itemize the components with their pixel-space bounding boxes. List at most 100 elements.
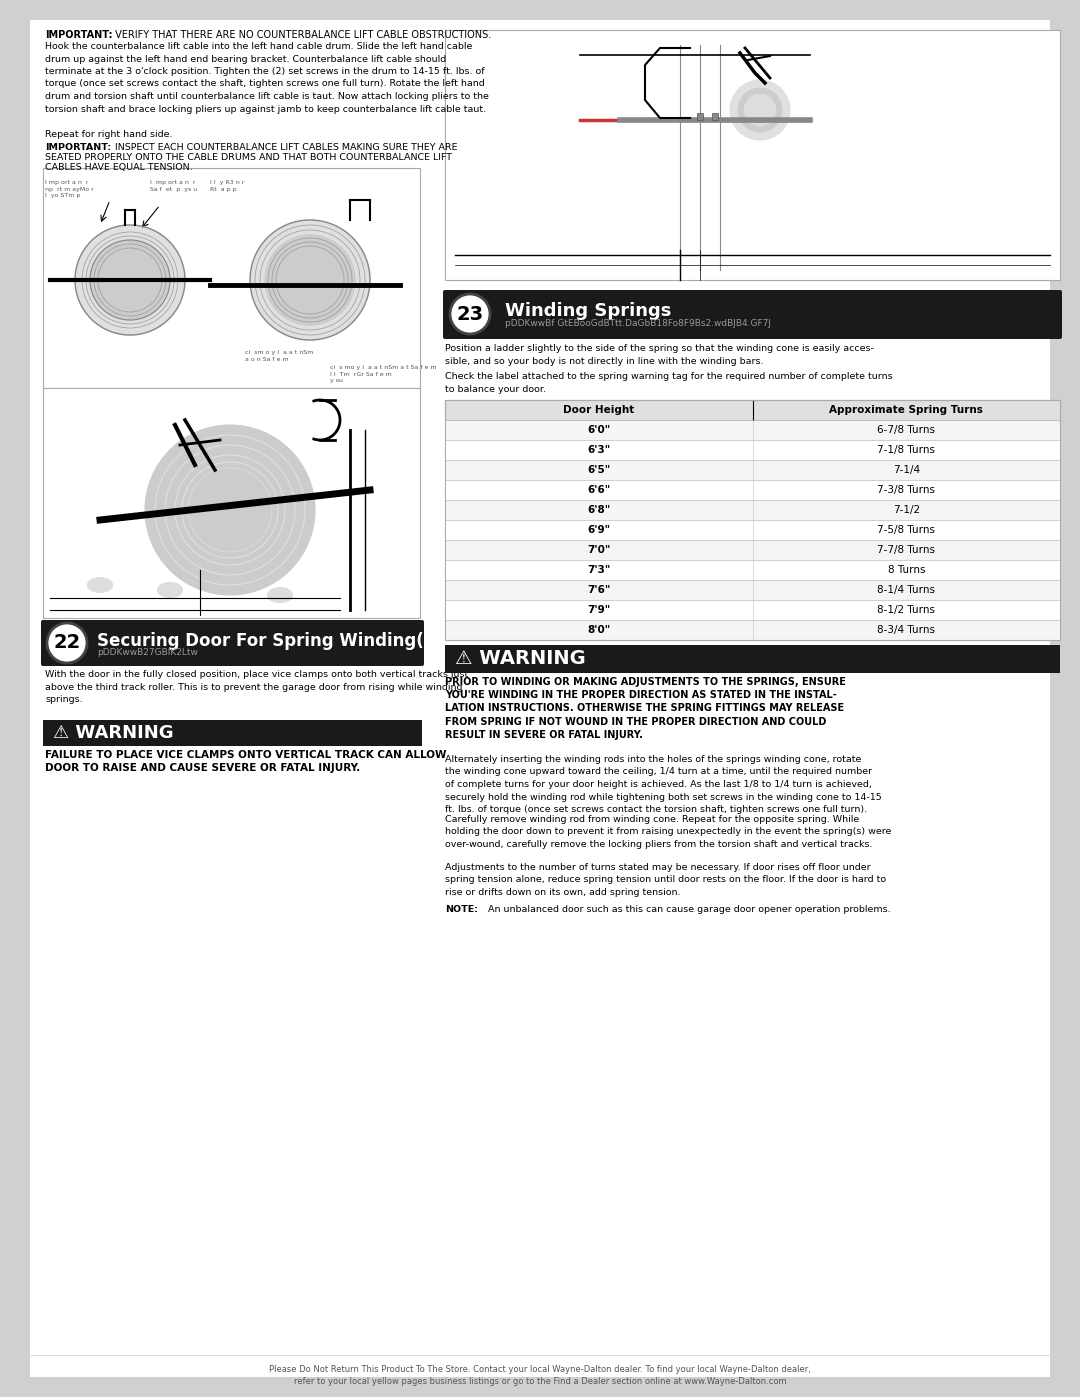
Bar	[445, 400, 1059, 420]
Text: 6'5": 6'5"	[588, 465, 610, 475]
Text: Position a ladder slightly to the side of the spring so that the winding cone is: Position a ladder slightly to the side o…	[445, 344, 874, 366]
Text: An unbalanced door such as this can cause garage door opener operation problems.: An unbalanced door such as this can caus…	[485, 905, 891, 914]
Bar	[697, 113, 703, 120]
Bar	[445, 541, 1059, 560]
Bar	[445, 620, 1059, 640]
Text: CABLES HAVE EQUAL TENSION.: CABLES HAVE EQUAL TENSION.	[45, 163, 192, 172]
Bar	[445, 481, 1059, 500]
Text: I  mp ort a n  r
Sa f  et  p  ys u: I mp ort a n r Sa f et p ys u	[150, 180, 198, 191]
Text: 7-7/8 Turns: 7-7/8 Turns	[877, 545, 935, 555]
Circle shape	[75, 225, 185, 335]
Circle shape	[48, 623, 87, 664]
Bar	[445, 440, 1059, 460]
Text: Winding Springs: Winding Springs	[505, 302, 672, 320]
Bar	[445, 520, 1059, 541]
Text: 6'9": 6'9"	[588, 525, 610, 535]
Bar	[445, 580, 1059, 599]
Text: 8 Turns: 8 Turns	[888, 564, 924, 576]
Text: NOTE:: NOTE:	[445, 905, 478, 914]
Circle shape	[730, 80, 789, 140]
Text: FAILURE TO PLACE VICE CLAMPS ONTO VERTICAL TRACK CAN ALLOW
DOOR TO RAISE AND CAU: FAILURE TO PLACE VICE CLAMPS ONTO VERTIC…	[45, 750, 446, 773]
Bar	[445, 599, 1059, 620]
Bar	[445, 460, 1059, 481]
Ellipse shape	[87, 577, 112, 592]
Circle shape	[450, 293, 490, 334]
Text: VERIFY THAT THERE ARE NO COUNTERBALANCE LIFT CABLE OBSTRUCTIONS.: VERIFY THAT THERE ARE NO COUNTERBALANCE …	[112, 29, 491, 41]
Bar	[445, 645, 1059, 673]
Bar	[445, 560, 1059, 580]
FancyBboxPatch shape	[443, 291, 1062, 339]
Circle shape	[738, 88, 782, 131]
Text: ci  s mo y l  a a t nSm a t Sa f e m
I I  Tm  rGr Sa f e m
y su: ci s mo y l a a t nSm a t Sa f e m I I T…	[330, 365, 436, 383]
Text: PRIOR TO WINDING OR MAKING ADJUSTMENTS TO THE SPRINGS, ENSURE
YOU'RE WINDING IN : PRIOR TO WINDING OR MAKING ADJUSTMENTS T…	[445, 678, 846, 740]
Text: 7-5/8 Turns: 7-5/8 Turns	[877, 525, 935, 535]
Text: INSPECT EACH COUNTERBALANCE LIFT CABLES MAKING SURE THEY ARE: INSPECT EACH COUNTERBALANCE LIFT CABLES …	[112, 142, 458, 152]
Text: ⚠ WARNING: ⚠ WARNING	[455, 650, 585, 669]
Text: 6'6": 6'6"	[588, 485, 610, 495]
Text: ⚠ WARNING: ⚠ WARNING	[53, 724, 174, 742]
Text: Securing Door For Spring Winding(s): Securing Door For Spring Winding(s)	[97, 631, 441, 650]
Bar	[43, 168, 420, 388]
Text: Alternately inserting the winding rods into the holes of the springs winding con: Alternately inserting the winding rods i…	[445, 754, 881, 814]
Bar	[445, 500, 1059, 520]
Circle shape	[265, 235, 355, 326]
Text: Please Do Not Return This Product To The Store. Contact your local Wayne-Dalton : Please Do Not Return This Product To The…	[269, 1365, 811, 1386]
Text: Repeat for right hand side.: Repeat for right hand side.	[45, 130, 173, 138]
Text: 7'3": 7'3"	[588, 564, 610, 576]
FancyBboxPatch shape	[41, 620, 424, 666]
Bar	[445, 620, 1059, 640]
Text: SEATED PROPERLY ONTO THE CABLE DRUMS AND THAT BOTH COUNTERBALANCE LIFT: SEATED PROPERLY ONTO THE CABLE DRUMS AND…	[45, 154, 453, 162]
Ellipse shape	[158, 583, 183, 598]
Bar	[445, 580, 1059, 599]
Bar	[445, 560, 1059, 580]
Text: IMPORTANT:: IMPORTANT:	[45, 29, 112, 41]
Text: 7-3/8 Turns: 7-3/8 Turns	[877, 485, 935, 495]
Text: 8'0": 8'0"	[588, 624, 610, 636]
Text: 7-1/2: 7-1/2	[893, 504, 920, 515]
Text: 6'3": 6'3"	[588, 446, 610, 455]
Text: Check the label attached to the spring warning tag for the required number of co: Check the label attached to the spring w…	[445, 372, 893, 394]
Ellipse shape	[268, 588, 293, 602]
Bar	[445, 440, 1059, 460]
Bar	[445, 420, 1059, 440]
Bar	[43, 388, 420, 617]
Text: 6'0": 6'0"	[588, 425, 610, 434]
Text: Approximate Spring Turns: Approximate Spring Turns	[829, 405, 983, 415]
Text: 22: 22	[53, 633, 81, 652]
Text: ci  sm o y l  a a t nSm
a o n Sa f e m: ci sm o y l a a t nSm a o n Sa f e m	[245, 351, 313, 362]
Bar	[445, 400, 1059, 420]
Text: pDDKwwBf GtEBooGdBTtt.DaGbB18Fo8F9Bs2.wdBJB4.GF7J: pDDKwwBf GtEBooGdBTtt.DaGbB18Fo8F9Bs2.wd…	[505, 319, 771, 328]
Text: I mp ort a n  r
np  rt m ayMo r
I  yo STm p: I mp ort a n r np rt m ayMo r I yo STm p	[45, 180, 94, 198]
Bar	[445, 541, 1059, 560]
Bar	[43, 719, 422, 746]
Text: 7-1/4: 7-1/4	[893, 465, 920, 475]
Bar	[445, 460, 1059, 481]
Text: I I  y R3 n r
Rt  a p p: I I y R3 n r Rt a p p	[210, 180, 244, 191]
Text: Door Height: Door Height	[563, 405, 634, 415]
Circle shape	[90, 240, 170, 320]
Bar	[445, 481, 1059, 500]
Text: 8-1/2 Turns: 8-1/2 Turns	[877, 605, 935, 615]
Text: 7'6": 7'6"	[588, 585, 610, 595]
Text: 8-3/4 Turns: 8-3/4 Turns	[877, 624, 935, 636]
Text: Hook the counterbalance lift cable into the left hand cable drum. Slide the left: Hook the counterbalance lift cable into …	[45, 42, 489, 113]
Text: 7'9": 7'9"	[588, 605, 610, 615]
Bar	[445, 400, 1059, 640]
Bar	[445, 29, 1059, 279]
Bar	[445, 520, 1059, 541]
Bar	[445, 420, 1059, 440]
Circle shape	[249, 219, 370, 339]
Text: pDDKwwB27GBlK2Ltw: pDDKwwB27GBlK2Ltw	[97, 648, 198, 657]
Text: 7'0": 7'0"	[588, 545, 610, 555]
Circle shape	[744, 94, 777, 126]
Bar	[445, 599, 1059, 620]
Circle shape	[145, 425, 315, 595]
Text: 23: 23	[457, 305, 484, 324]
Text: IMPORTANT:: IMPORTANT:	[45, 142, 111, 152]
Text: Adjustments to the number of turns stated may be necessary. If door rises off fl: Adjustments to the number of turns state…	[445, 863, 886, 897]
Bar	[712, 113, 718, 120]
Text: Carefully remove winding rod from winding cone. Repeat for the opposite spring. : Carefully remove winding rod from windin…	[445, 814, 891, 849]
Text: 8-1/4 Turns: 8-1/4 Turns	[877, 585, 935, 595]
Text: 6-7/8 Turns: 6-7/8 Turns	[877, 425, 935, 434]
Text: With the door in the fully closed position, place vice clamps onto both vertical: With the door in the fully closed positi…	[45, 671, 469, 704]
